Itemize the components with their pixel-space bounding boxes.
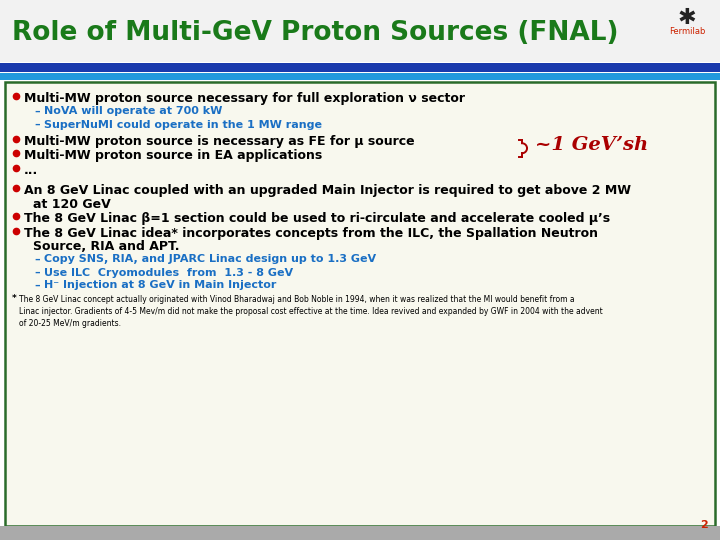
Bar [0, 73, 720, 80]
Text: The 8 GeV Linac concept actually originated with Vinod Bharadwaj and Bob Noble i: The 8 GeV Linac concept actually origina… [19, 294, 603, 328]
Text: –: – [34, 106, 40, 117]
Text: Multi-MW proton source necessary for full exploration ν sector: Multi-MW proton source necessary for ful… [24, 92, 465, 105]
Bar [0, 526, 720, 540]
Text: Multi-MW proton source in EA applications: Multi-MW proton source in EA application… [24, 149, 323, 162]
Text: Copy SNS, RIA, and JPARC Linac design up to 1.3 GeV: Copy SNS, RIA, and JPARC Linac design up… [44, 254, 376, 265]
Text: *: * [12, 294, 17, 303]
Text: Source, RIA and APT.: Source, RIA and APT. [33, 240, 179, 253]
Text: SuperNuMI could operate in the 1 MW range: SuperNuMI could operate in the 1 MW rang… [44, 119, 322, 130]
Text: NoVA will operate at 700 kW: NoVA will operate at 700 kW [44, 106, 222, 117]
Text: –: – [34, 119, 40, 130]
Text: An 8 GeV Linac coupled with an upgraded Main Injector is required to get above 2: An 8 GeV Linac coupled with an upgraded … [24, 184, 631, 197]
Text: The 8 GeV Linac β=1 section could be used to ri-circulate and accelerate cooled : The 8 GeV Linac β=1 section could be use… [24, 212, 610, 225]
Bar [0, 63, 720, 72]
Text: –: – [34, 254, 40, 265]
Text: ~1 GeV’sh: ~1 GeV’sh [535, 136, 648, 154]
Text: –: – [34, 280, 40, 291]
Text: ✱: ✱ [678, 8, 696, 28]
Text: H⁻ Injection at 8 GeV in Main Injector: H⁻ Injection at 8 GeV in Main Injector [44, 280, 276, 291]
Text: –: – [34, 267, 40, 278]
Text: The 8 GeV Linac idea* incorporates concepts from the ILC, the Spallation Neutron: The 8 GeV Linac idea* incorporates conce… [24, 226, 598, 240]
Bar [0, 0, 720, 62]
Text: Role of Multi-GeV Proton Sources (FNAL): Role of Multi-GeV Proton Sources (FNAL) [12, 20, 618, 46]
Text: at 120 GeV: at 120 GeV [33, 198, 111, 211]
Bar [5, 82, 715, 526]
Text: Multi-MW proton source is necessary as FE for μ source: Multi-MW proton source is necessary as F… [24, 134, 415, 147]
Text: 2: 2 [700, 520, 708, 530]
Text: Use ILC  Cryomodules  from  1.3 - 8 GeV: Use ILC Cryomodules from 1.3 - 8 GeV [44, 267, 293, 278]
Text: ...: ... [24, 164, 38, 177]
Text: Fermilab: Fermilab [669, 28, 705, 37]
